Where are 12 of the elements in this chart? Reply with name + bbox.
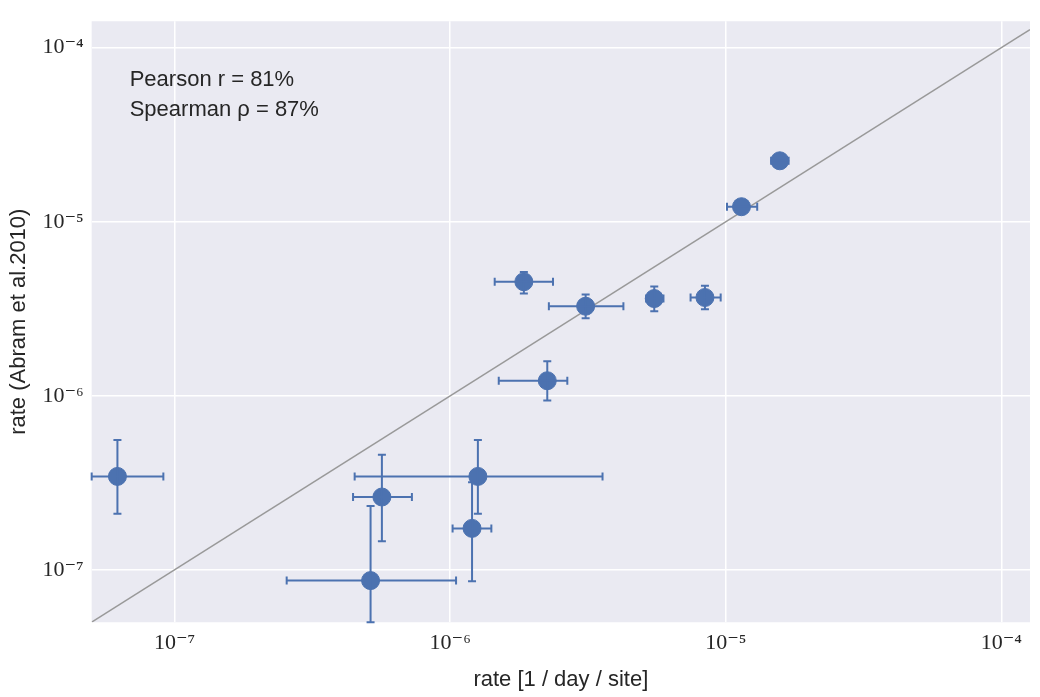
- y-tick-label: 10⁻⁵: [42, 207, 84, 233]
- y-axis-title: rate (Abram et al.2010): [5, 208, 31, 435]
- y-tick-label: 10⁻⁴: [42, 33, 84, 59]
- x-tick-label: 10⁻⁷: [153, 629, 196, 655]
- x-tick-label: 10⁻⁶: [429, 629, 471, 655]
- annotation: Spearman ρ = 87%: [129, 96, 319, 122]
- x-axis-title: rate [1 / day / site]: [473, 665, 649, 691]
- x-tick-label: 10⁻⁵: [705, 629, 747, 655]
- x-tick-label: 10⁻⁴: [980, 629, 1023, 655]
- y-tick-label: 10⁻⁷: [42, 555, 84, 581]
- annotation: Pearson r = 81%: [129, 66, 295, 92]
- y-tick-label: 10⁻⁶: [42, 381, 84, 407]
